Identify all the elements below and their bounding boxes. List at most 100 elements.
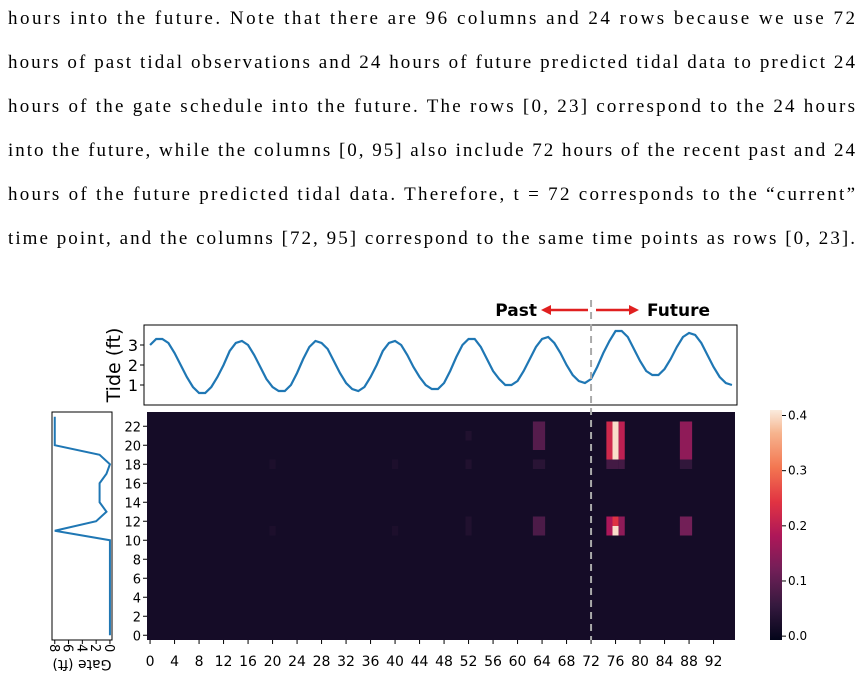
heatmap-cell <box>686 431 693 441</box>
x-tick-label: 12 <box>215 654 233 670</box>
heatmap-cell <box>606 431 613 441</box>
x-tick-label: 0 <box>101 644 116 652</box>
heatmap-cell <box>612 440 619 450</box>
heatmap-cell <box>269 526 276 536</box>
heatmap-cell <box>532 440 539 450</box>
heatmap-cell <box>465 516 472 526</box>
paragraph-line: time point, and the columns [72, 95] cor… <box>8 228 855 249</box>
y-tick-label: 16 <box>124 477 141 492</box>
heatmap-cell <box>606 421 613 431</box>
x-tick-label: 68 <box>558 654 576 670</box>
arrow-head <box>541 305 551 315</box>
heatmap-cell <box>686 440 693 450</box>
future-label: Future <box>647 301 710 321</box>
x-tick-label: 0 <box>146 654 155 670</box>
heatmap-cell <box>606 440 613 450</box>
colorbar-tick-label: 0.2 <box>788 519 807 533</box>
heatmap-cell <box>679 440 686 450</box>
heatmap-cell <box>392 459 399 469</box>
y-tick-label: 18 <box>124 458 141 473</box>
heatmap-cell <box>679 450 686 460</box>
heatmap-cell <box>612 431 619 441</box>
x-tick-label: 88 <box>680 654 698 670</box>
x-tick-label: 4 <box>73 644 88 652</box>
tide-line <box>149 329 733 395</box>
paragraph-line: hours of past tidal observations and 24 … <box>8 52 856 73</box>
heatmap-cell <box>606 450 613 460</box>
x-tick-label: 80 <box>631 654 649 670</box>
colorbar-tick-label: 0.3 <box>788 464 807 478</box>
heatmap-cell <box>606 459 613 469</box>
heatmap-cell <box>606 516 613 526</box>
paragraph-line: hours into the future. Note that there a… <box>8 8 855 29</box>
heatmap-cell <box>532 459 539 469</box>
y-tick-label: 10 <box>124 534 141 549</box>
x-tick-label: 8 <box>195 654 204 670</box>
heatmap-cell <box>539 526 546 536</box>
heatmap-cell <box>465 431 472 441</box>
heatmap-cell <box>618 440 625 450</box>
x-tick-label: 40 <box>386 654 404 670</box>
colorbar <box>770 410 782 640</box>
y-tick-label: 20 <box>124 439 141 454</box>
y-tick-label: 1 <box>128 376 138 395</box>
y-tick-label: 14 <box>124 496 141 511</box>
heatmap-cell <box>612 516 619 526</box>
x-tick-label: 64 <box>533 654 551 670</box>
colorbar-tick-label: 0.4 <box>788 409 807 423</box>
x-tick-label: 6 <box>60 644 75 652</box>
heatmap-cell <box>618 431 625 441</box>
x-tick-label: 48 <box>435 654 453 670</box>
heatmap-cell <box>606 526 613 536</box>
heatmap-cell <box>679 526 686 536</box>
y-tick-label: 6 <box>133 572 141 587</box>
y-tick-label: 2 <box>133 610 141 625</box>
arrow-head <box>629 305 639 315</box>
heatmap-cell <box>686 459 693 469</box>
heatmap-cell <box>679 516 686 526</box>
x-tick-label: 60 <box>509 654 527 670</box>
x-tick-label: 52 <box>460 654 478 670</box>
heatmap-cell <box>465 459 472 469</box>
y-tick-label: 12 <box>124 515 141 530</box>
x-tick-label: 44 <box>411 654 429 670</box>
heatmap-cell <box>618 459 625 469</box>
colorbar-tick-label: 0.1 <box>788 574 807 588</box>
heatmap-cell <box>618 421 625 431</box>
y-tick-label: 2 <box>128 356 138 375</box>
heatmap-cell <box>532 516 539 526</box>
past-label: Past <box>495 301 537 321</box>
heatmap-cell <box>612 450 619 460</box>
heatmap-cell <box>532 526 539 536</box>
x-tick-label: 72 <box>582 654 600 670</box>
x-tick-label: 84 <box>656 654 674 670</box>
y-tick-label: 3 <box>128 336 138 355</box>
y-tick-label: 4 <box>133 591 141 606</box>
heatmap-cell <box>679 421 686 431</box>
heatmap-cell <box>539 431 546 441</box>
heatmap-cell <box>392 526 399 536</box>
heatmap-cell <box>686 516 693 526</box>
gate-line <box>53 416 112 636</box>
x-tick-label: 8 <box>46 644 61 652</box>
x-tick-label: 92 <box>705 654 723 670</box>
y-tick-label: 8 <box>133 553 141 568</box>
tide-frame <box>143 324 738 406</box>
x-tick-label: 24 <box>288 654 306 670</box>
y-axis-label: Tide (ft) <box>103 328 125 404</box>
paragraph-line: hours of the gate schedule into the futu… <box>8 96 855 117</box>
heatmap-cell <box>532 431 539 441</box>
x-tick-label: 76 <box>607 654 625 670</box>
colorbar-tick-label: 0.0 <box>788 629 807 643</box>
x-tick-label: 32 <box>337 654 355 670</box>
heatmap-cell <box>612 526 619 536</box>
x-tick-label: 4 <box>170 654 179 670</box>
heatmap-cell <box>612 459 619 469</box>
x-tick-label: 20 <box>264 654 282 670</box>
heatmap-cell <box>539 440 546 450</box>
heatmap-cell <box>679 431 686 441</box>
heatmap-cell <box>612 421 619 431</box>
heatmap-cell <box>618 516 625 526</box>
heatmap-cell <box>539 421 546 431</box>
